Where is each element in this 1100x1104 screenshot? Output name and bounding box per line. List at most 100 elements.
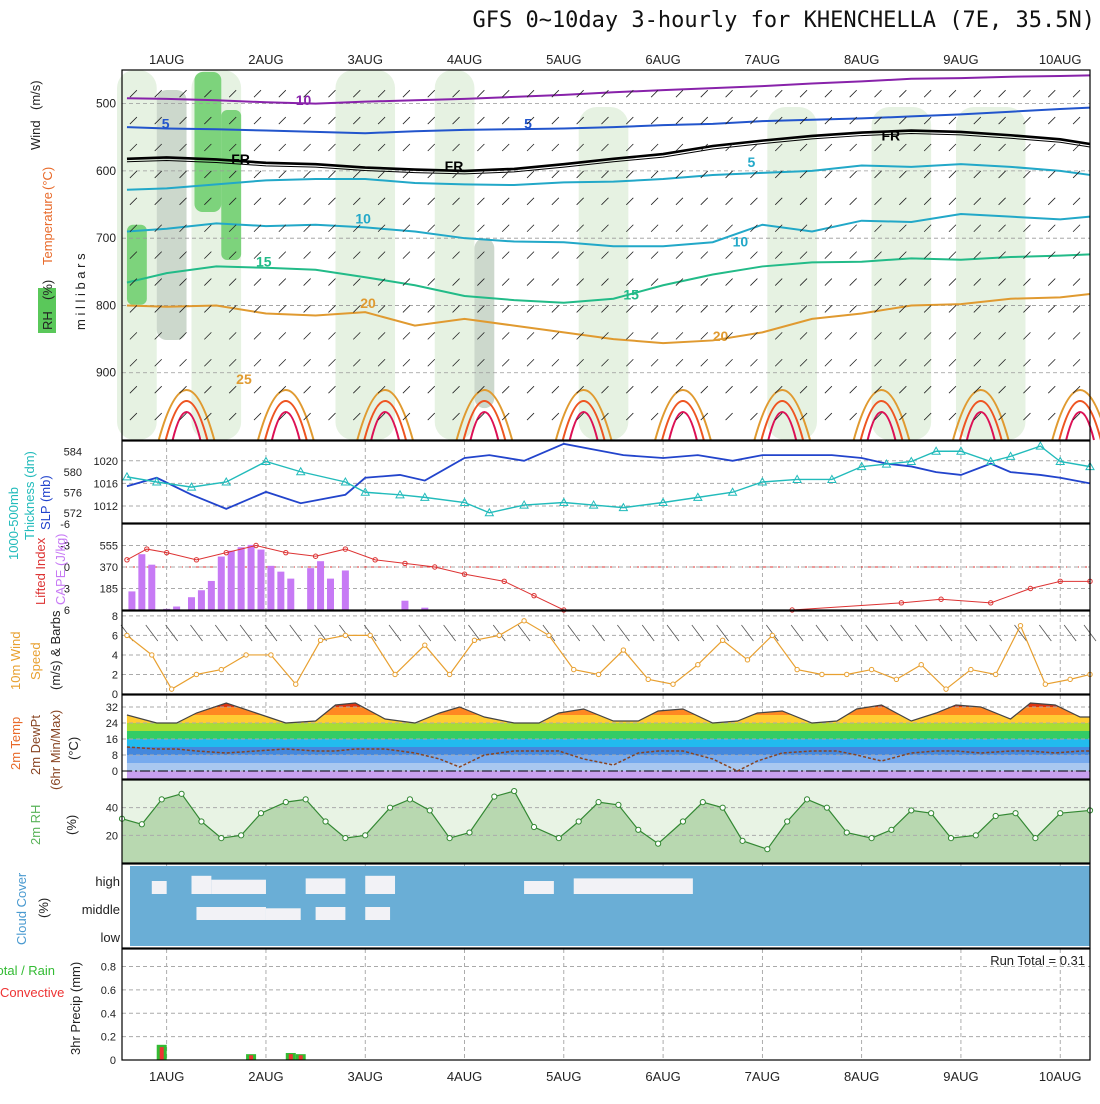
isotherm-15 (126, 253, 1091, 304)
rh-point (947, 835, 955, 842)
thickness-marker (295, 466, 306, 476)
wind-speed-point (1067, 676, 1073, 683)
wind-barb (650, 89, 659, 98)
wind-barb (750, 278, 758, 286)
wind-barb (824, 305, 833, 313)
warm-arc (1058, 400, 1100, 441)
wind-barb (601, 143, 609, 152)
rh-point (1032, 835, 1039, 842)
wind-barb (501, 170, 510, 179)
wind-barb (129, 197, 138, 206)
cape-bar (307, 568, 315, 610)
wind-barb (725, 197, 733, 206)
wind-barb (1047, 278, 1056, 286)
precip-label-unit: 3hr Precip (mm) (68, 962, 83, 1055)
wind-barb (452, 170, 460, 179)
li-tick-label: -3 (60, 541, 70, 553)
wind-barb (377, 89, 386, 98)
lifted-index-point (432, 564, 438, 570)
cape-bar (277, 571, 285, 610)
wind-barb (650, 116, 659, 125)
surface-wind-barb (840, 624, 854, 642)
wind-barb (626, 332, 634, 340)
cloud-cell (315, 907, 346, 920)
wind-barb (228, 412, 237, 421)
precip-label-total: Total / Rain (0, 963, 55, 978)
top-day-label: 5AUG (546, 52, 581, 67)
wind-barb (750, 197, 758, 206)
rh-point (238, 832, 245, 839)
wind-barb (501, 224, 510, 233)
thickness-tick-label: 572 (64, 508, 82, 520)
wind-barb (899, 305, 907, 313)
wind-barb (1047, 89, 1056, 98)
cloud-bg (130, 866, 1090, 946)
wind-barb (328, 224, 336, 233)
lifted-index-point (312, 553, 319, 559)
wind-barb (377, 197, 386, 206)
wind-barb (675, 412, 684, 421)
wind-barb (998, 197, 1006, 206)
wind-barb (725, 89, 733, 98)
wind-tick-label: 2 (112, 669, 118, 681)
wind-barb (675, 224, 684, 233)
wind-barb (179, 358, 187, 367)
lifted-index-point (501, 578, 507, 585)
warm-arc (171, 411, 202, 441)
wind-barb (923, 332, 932, 340)
upper-label-rh-unit: (%) (40, 280, 55, 300)
lifted-index-line (126, 544, 1090, 611)
cape-bar (257, 549, 265, 610)
wind-barb (923, 197, 932, 206)
wind-barb (948, 332, 957, 340)
wind-barb (650, 143, 659, 152)
surface-wind-barb (691, 624, 705, 642)
wind-barb (377, 143, 386, 152)
wind-barb (948, 197, 957, 206)
rh-point (803, 796, 811, 803)
contour-label: 15 (256, 253, 272, 269)
pressure-tick-label: 600 (96, 164, 116, 178)
wind-barb (427, 197, 436, 206)
contour-label: 10 (355, 210, 371, 226)
thickness-marker (827, 474, 837, 483)
wind-barb (526, 358, 535, 367)
warm-arc (965, 411, 996, 441)
rh-region (767, 107, 817, 440)
wind-barb (874, 170, 882, 179)
wind-barb (998, 143, 1006, 152)
cape-bar (401, 600, 409, 610)
wind-barb (750, 170, 758, 179)
wind-barb (1023, 116, 1031, 125)
wind-speed-point (168, 686, 175, 692)
wind-barb (700, 197, 709, 206)
wind-barb (1047, 116, 1056, 125)
wind-speed-point (769, 632, 775, 639)
wind-barb (899, 358, 907, 367)
wind-barb (700, 224, 709, 233)
cape-tick-label: 555 (100, 541, 118, 553)
wind-barb (377, 251, 386, 259)
wind-barb (1047, 224, 1056, 233)
wind-barb (402, 224, 411, 233)
wind-barb (998, 385, 1006, 394)
wind-barb (477, 170, 485, 179)
thickness-marker (1035, 441, 1046, 450)
wind-speed-point (868, 666, 875, 673)
wind-barb (179, 412, 187, 421)
wind-barb (799, 358, 808, 367)
thickness-marker (985, 456, 996, 465)
wind-barb (973, 251, 982, 259)
wind-barb (452, 224, 460, 233)
wind-barb (427, 143, 436, 152)
wind-barb (1023, 358, 1031, 367)
wind-barb (402, 143, 411, 152)
bottom-day-label: 1AUG (149, 1069, 184, 1084)
wind-barb (923, 305, 932, 313)
bottom-day-label: 9AUG (943, 1069, 978, 1084)
temp-label-minmax: (6hr Min/Max) (48, 710, 63, 790)
precip-tick-label: 0.4 (101, 1008, 116, 1020)
slp-tick-label: 1012 (94, 501, 118, 513)
temp-label-unit: (°C) (66, 737, 81, 760)
wind-barb (427, 278, 436, 286)
